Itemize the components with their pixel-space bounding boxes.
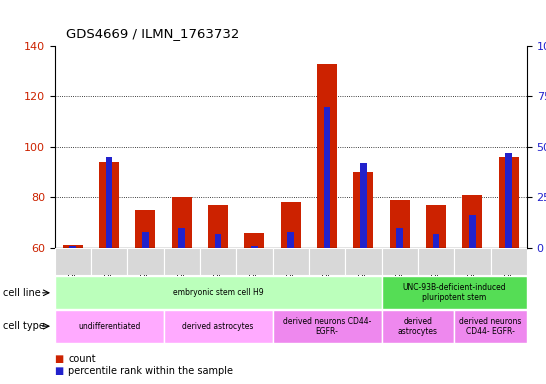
Text: derived neurons
CD44- EGFR-: derived neurons CD44- EGFR- xyxy=(459,316,522,336)
Bar xyxy=(251,246,258,248)
Bar xyxy=(382,276,527,309)
Bar xyxy=(272,310,382,343)
Bar xyxy=(506,153,512,248)
Bar xyxy=(360,163,367,248)
Text: ■: ■ xyxy=(55,354,64,364)
Text: cell line: cell line xyxy=(3,288,40,298)
Bar xyxy=(426,205,446,248)
Text: count: count xyxy=(68,354,96,364)
Bar xyxy=(99,162,119,248)
Bar xyxy=(382,248,418,275)
Bar xyxy=(382,310,454,343)
Bar xyxy=(324,106,330,248)
Bar xyxy=(454,248,490,275)
Bar xyxy=(208,205,228,248)
Bar xyxy=(469,215,476,248)
Bar xyxy=(390,200,410,248)
Bar xyxy=(127,248,164,275)
Text: derived
astrocytes: derived astrocytes xyxy=(398,316,438,336)
Text: embryonic stem cell H9: embryonic stem cell H9 xyxy=(173,288,263,297)
Bar xyxy=(418,248,454,275)
Text: undifferentiated: undifferentiated xyxy=(78,322,140,331)
Bar xyxy=(345,248,382,275)
Bar xyxy=(353,172,373,248)
Bar xyxy=(142,232,149,248)
Bar xyxy=(91,248,127,275)
Bar xyxy=(135,210,156,248)
Bar xyxy=(396,227,403,248)
Bar xyxy=(55,310,164,343)
Text: derived neurons CD44-
EGFR-: derived neurons CD44- EGFR- xyxy=(283,316,371,336)
Bar xyxy=(490,248,527,275)
Bar xyxy=(245,233,264,248)
Text: UNC-93B-deficient-induced
pluripotent stem: UNC-93B-deficient-induced pluripotent st… xyxy=(402,283,506,303)
Text: derived astrocytes: derived astrocytes xyxy=(182,322,254,331)
Text: GDS4669 / ILMN_1763732: GDS4669 / ILMN_1763732 xyxy=(66,27,239,40)
Bar xyxy=(200,248,236,275)
Bar xyxy=(55,248,91,275)
Bar xyxy=(281,202,301,248)
Text: percentile rank within the sample: percentile rank within the sample xyxy=(68,366,233,376)
Bar xyxy=(179,227,185,248)
Bar xyxy=(309,248,345,275)
Bar xyxy=(498,157,519,248)
Bar xyxy=(272,248,309,275)
Bar xyxy=(164,310,272,343)
Bar xyxy=(236,248,272,275)
Text: ■: ■ xyxy=(55,366,64,376)
Bar xyxy=(433,233,440,248)
Bar xyxy=(172,197,192,248)
Bar xyxy=(63,245,83,248)
Bar xyxy=(55,276,382,309)
Bar xyxy=(164,248,200,275)
Bar xyxy=(454,310,527,343)
Text: cell type: cell type xyxy=(3,321,45,331)
Bar xyxy=(69,246,76,248)
Bar xyxy=(106,157,112,248)
Bar xyxy=(317,64,337,248)
Bar xyxy=(288,232,294,248)
Bar xyxy=(215,233,221,248)
Bar xyxy=(462,195,482,248)
